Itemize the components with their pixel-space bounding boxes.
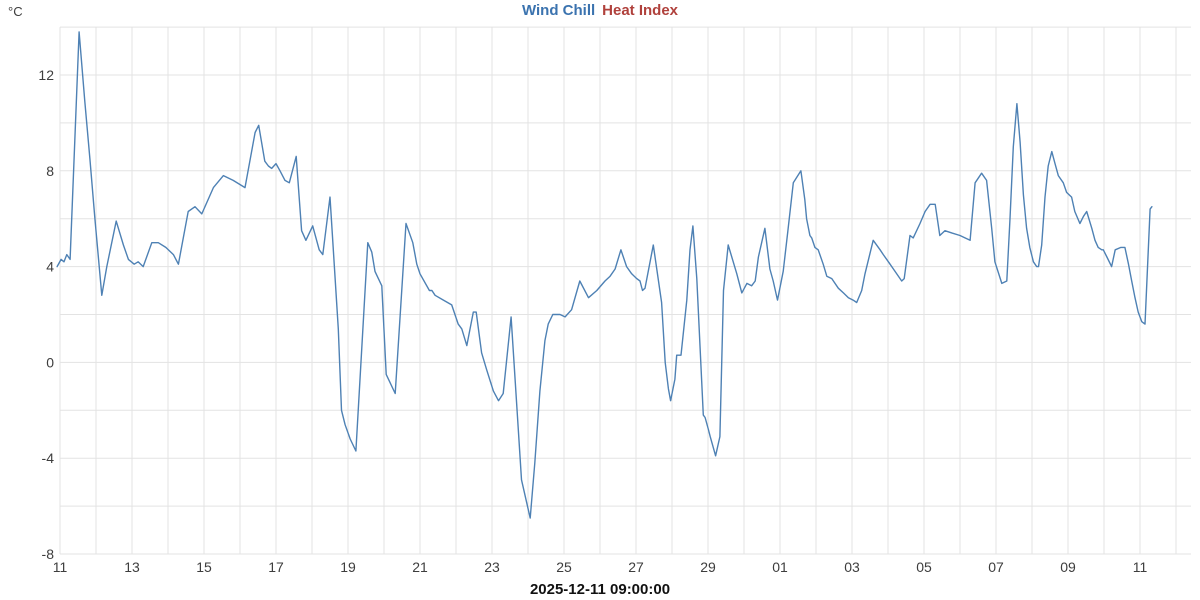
x-tick-label: 25 [556,559,572,575]
x-tick-label: 07 [988,559,1004,575]
start-timestamp-label: 2025-12-11 09:00:00 [529,581,671,598]
y-tick-label: 8 [46,163,54,179]
x-tick-label: 01 [772,559,788,575]
legend-item-wind-chill[interactable]: Wind Chill [521,2,596,19]
y-tick-label: -8 [42,546,55,562]
x-tick-label: 15 [196,559,212,575]
x-tick-label: 11 [53,559,68,575]
x-tick-label: 13 [124,559,140,575]
chart-legend: Wind Chill Heat Index [0,2,1200,19]
y-axis-unit-label: °C [8,4,23,19]
x-tick-label: 27 [628,559,644,575]
y-axis-tick-labels: 12 8 4 0 -4 -8 [38,67,54,562]
x-tick-label: 23 [484,559,500,575]
x-tick-label: 29 [700,559,716,575]
wind-chill-line [56,31,1153,519]
x-tick-label: 19 [340,559,356,575]
x-tick-label: 21 [412,559,428,575]
x-tick-label: 03 [844,559,860,575]
x-tick-label: 11 [1133,559,1148,575]
legend-item-heat-index[interactable]: Heat Index [602,2,679,19]
y-tick-label: 4 [46,259,54,275]
y-tick-label: -4 [42,450,55,466]
y-tick-label: 0 [46,354,54,370]
y-tick-label: 12 [38,67,54,83]
grid-lines [59,26,1191,555]
x-tick-label: 17 [268,559,284,575]
x-tick-label: 05 [916,559,932,575]
x-tick-label: 09 [1060,559,1076,575]
x-axis-tick-labels: 11 13 15 17 19 21 23 25 27 29 01 03 05 07 09 11 [53,559,1148,575]
